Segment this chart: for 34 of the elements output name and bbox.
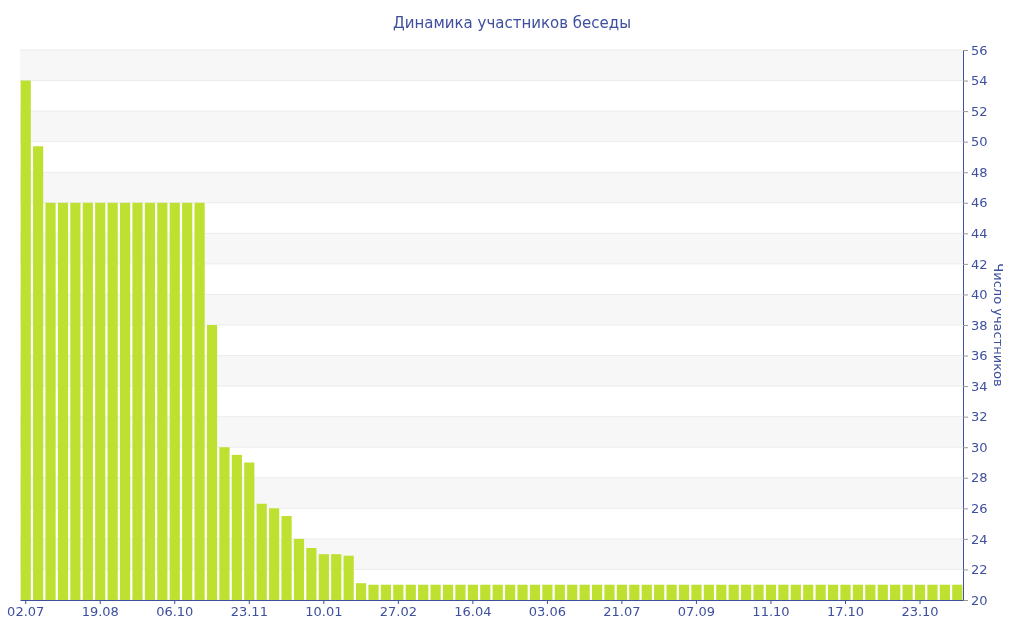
y-tick-label: 44 [971, 225, 988, 241]
x-tick-label: 11.10 [752, 604, 790, 620]
x-tick-label: 07.09 [677, 604, 716, 620]
y-tick-label: 30 [971, 439, 988, 455]
x-tick-label: 27.02 [379, 604, 417, 620]
y-tick-label: 26 [971, 500, 988, 516]
x-tick-label: 06.10 [156, 604, 194, 620]
y-tick-label: 52 [971, 103, 988, 119]
x-tick-label: 02.07 [7, 604, 45, 620]
x-tick-label: 23.10 [901, 604, 939, 620]
x-tick-label: 10.01 [305, 604, 343, 620]
y-tick-label: 32 [971, 409, 988, 425]
y-tick-label: 34 [971, 378, 988, 394]
y-tick-label: 24 [971, 531, 988, 547]
y-tick-label: 22 [971, 562, 988, 578]
x-tick-label: 23.11 [230, 604, 268, 620]
y-tick-label: 46 [971, 195, 988, 211]
y-tick-label: 54 [971, 73, 988, 89]
y-tick-label: 28 [971, 470, 988, 486]
x-tick-label: 16.04 [454, 604, 492, 620]
y-tick-label: 50 [971, 134, 988, 150]
y-tick-label: 38 [971, 317, 988, 333]
y-tick-label: 48 [971, 164, 988, 180]
x-tick-label: 19.08 [81, 604, 119, 620]
x-tick-label: 17.10 [826, 604, 865, 620]
y-tick-label: 56 [971, 42, 988, 58]
y-tick-label: 42 [971, 256, 988, 272]
y-tick-label: 20 [971, 592, 988, 608]
y-tick-label: 36 [971, 348, 988, 364]
y-tick-label: 40 [971, 287, 988, 303]
y-axis-title: Число участников [991, 263, 1006, 387]
x-tick-label: 21.07 [603, 604, 641, 620]
chart-title: Динамика участников беседы [392, 14, 632, 32]
x-tick-label: 03.06 [528, 604, 566, 620]
